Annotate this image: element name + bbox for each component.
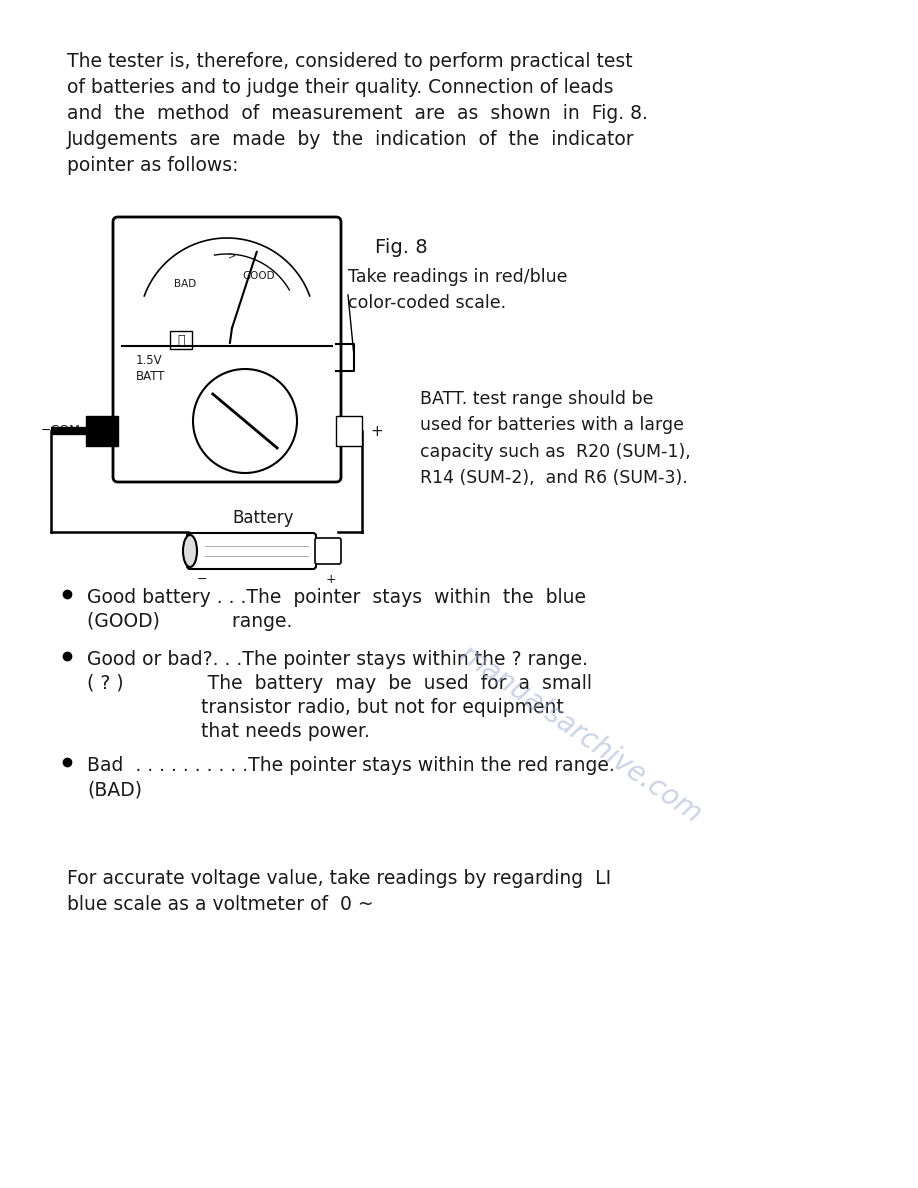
Text: ⒪: ⒪ xyxy=(177,334,185,347)
Text: (BAD): (BAD) xyxy=(87,781,142,800)
Text: that needs power.: that needs power. xyxy=(87,722,370,741)
Text: of batteries and to judge their quality. Connection of leads: of batteries and to judge their quality.… xyxy=(67,78,613,97)
Text: The tester is, therefore, considered to perform practical test: The tester is, therefore, considered to … xyxy=(67,52,633,71)
Bar xyxy=(86,416,118,446)
Text: Battery: Battery xyxy=(232,508,294,527)
Bar xyxy=(170,331,192,349)
Text: 1.5V
BATT: 1.5V BATT xyxy=(136,354,165,383)
Text: pointer as follows:: pointer as follows: xyxy=(67,156,239,175)
Text: Bad  . . . . . . . . . .The pointer stays within the red range.: Bad . . . . . . . . . .The pointer stays… xyxy=(87,756,615,775)
Text: Good or bad?. . .The pointer stays within the ? range.: Good or bad?. . .The pointer stays withi… xyxy=(87,650,588,669)
Text: and  the  method  of  measurement  are  as  shown  in  Fig. 8.: and the method of measurement are as sho… xyxy=(67,105,648,124)
Text: BATT. test range should be
used for batteries with a large
capacity such as  R20: BATT. test range should be used for batt… xyxy=(420,390,690,487)
Text: Take readings in red/blue
color-coded scale.: Take readings in red/blue color-coded sc… xyxy=(348,268,567,311)
FancyBboxPatch shape xyxy=(113,217,341,482)
Text: manualsarchive.com: manualsarchive.com xyxy=(453,640,707,829)
Text: For accurate voltage value, take readings by regarding  LI: For accurate voltage value, take reading… xyxy=(67,868,611,887)
Text: −: − xyxy=(196,573,207,586)
Text: +: + xyxy=(370,423,383,438)
Bar xyxy=(336,416,362,446)
Text: Good battery . . .The  pointer  stays  within  the  blue: Good battery . . .The pointer stays with… xyxy=(87,588,586,607)
Text: ( ? )              The  battery  may  be  used  for  a  small: ( ? ) The battery may be used for a smal… xyxy=(87,674,592,693)
Text: −COM: −COM xyxy=(41,424,81,437)
Text: transistor radio, but not for equipment: transistor radio, but not for equipment xyxy=(87,699,564,718)
FancyBboxPatch shape xyxy=(315,538,341,564)
FancyBboxPatch shape xyxy=(187,533,316,569)
Text: (GOOD)            range.: (GOOD) range. xyxy=(87,612,292,631)
Circle shape xyxy=(193,369,297,473)
Text: blue scale as a voltmeter of  0 ~: blue scale as a voltmeter of 0 ~ xyxy=(67,895,374,914)
Text: Fig. 8: Fig. 8 xyxy=(375,238,428,257)
Text: GOOD: GOOD xyxy=(242,271,275,282)
Text: BAD: BAD xyxy=(174,279,196,289)
Text: Judgements  are  made  by  the  indication  of  the  indicator: Judgements are made by the indication of… xyxy=(67,129,634,148)
Text: +: + xyxy=(326,573,336,586)
Ellipse shape xyxy=(183,535,197,567)
Text: >: > xyxy=(228,251,236,261)
